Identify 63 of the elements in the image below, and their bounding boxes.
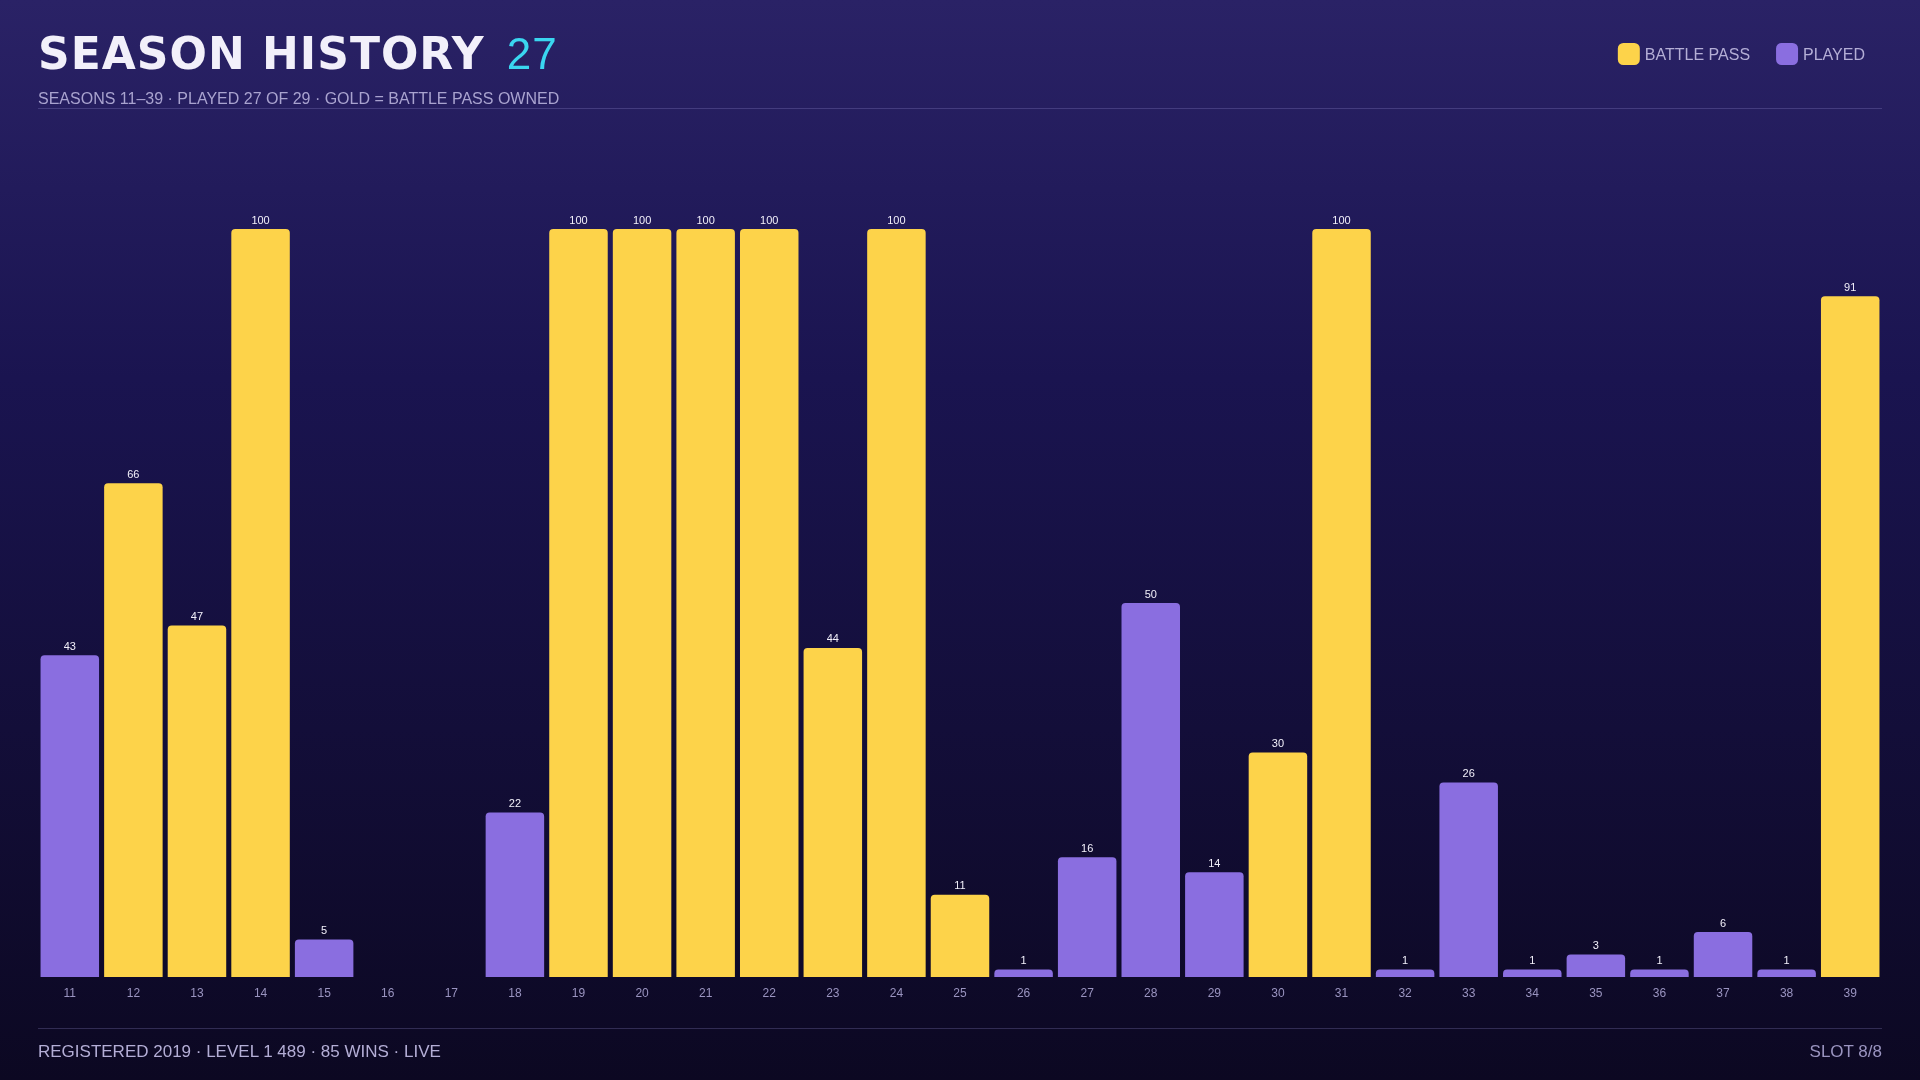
data-label: 1	[1020, 954, 1027, 967]
data-label: 43	[63, 639, 76, 652]
data-label: 5	[321, 924, 328, 937]
x-tick-label: 20	[635, 986, 650, 1000]
data-label: 1	[1783, 954, 1790, 967]
x-tick-label: 34	[1525, 986, 1540, 1000]
data-label: 44	[826, 632, 839, 645]
data-label: 91	[1844, 280, 1857, 293]
data-label: 6	[1719, 916, 1727, 929]
x-tick-label: 14	[253, 986, 268, 1000]
x-tick-label: 35	[1589, 986, 1603, 1000]
data-label: 100	[1332, 213, 1351, 226]
x-tick-label: 16	[381, 986, 395, 1000]
x-tick-label: 13	[190, 986, 204, 1000]
data-label: 100	[696, 213, 715, 226]
data-label: 100	[632, 213, 652, 226]
data-label: 3	[1592, 939, 1599, 952]
chart-subtitle: SEASONS 11–39 · PLAYED 27 OF 29 · GOLD = BATTLE PASS OWNED	[38, 90, 560, 108]
data-label: 66	[127, 467, 140, 480]
x-tick-label: 37	[1716, 986, 1731, 1000]
text: REGISTERED 2019 · LEVEL 1 489 · 85 WINS · LIVE	[38, 1042, 441, 1062]
chart-title: SEASON HISTORY	[38, 28, 485, 79]
x-tick-label: 30	[1271, 986, 1285, 1000]
x-tick-label: 25	[953, 986, 967, 1000]
data-label: 100	[569, 213, 588, 226]
data-label: 47	[190, 609, 204, 622]
x-tick-label: 17	[444, 986, 459, 1000]
data-label: 30	[1271, 737, 1285, 750]
x-tick-label: 39	[1843, 986, 1858, 1000]
data-label: 22	[508, 796, 522, 809]
x-tick-label: 21	[698, 986, 713, 1000]
x-tick-label: 23	[826, 986, 840, 1000]
data-label: 1	[1656, 954, 1663, 967]
x-tick-label: 22	[762, 986, 777, 1000]
data-label: 1	[1402, 954, 1409, 967]
text: 27	[506, 29, 558, 78]
x-tick-label: 26	[1016, 986, 1031, 1000]
data-label: 11	[954, 879, 966, 892]
x-tick-label: 33	[1462, 986, 1476, 1000]
x-tick-label: 27	[1080, 986, 1095, 1000]
x-tick-label: 24	[889, 986, 904, 1000]
x-tick-label: 38	[1779, 986, 1794, 1000]
text: SLOT 8/8	[1809, 1042, 1882, 1062]
x-tick-label: 36	[1652, 986, 1667, 1000]
data-label: 50	[1144, 587, 1157, 600]
x-tick-label: 15	[317, 986, 332, 1000]
data-label: 100	[887, 213, 906, 226]
x-tick-label: 19	[571, 986, 586, 1000]
data-label: 100	[760, 213, 779, 226]
x-tick-label: 31	[1334, 986, 1349, 1000]
data-label: 14	[1208, 856, 1221, 869]
x-tick-label: 28	[1144, 986, 1158, 1000]
x-tick-label: 11	[63, 986, 77, 1000]
x-tick-label: 18	[508, 986, 522, 1000]
legend-label: BATTLE PASS	[1644, 45, 1751, 63]
x-tick-label: 29	[1207, 986, 1222, 1000]
data-label: 16	[1081, 841, 1094, 854]
data-label: 26	[1462, 767, 1475, 780]
x-tick-label: 12	[126, 986, 141, 1000]
data-label: 100	[251, 213, 270, 226]
x-tick-label: 32	[1398, 986, 1413, 1000]
legend-label: PLAYED	[1803, 45, 1865, 63]
data-label: 1	[1529, 954, 1536, 967]
